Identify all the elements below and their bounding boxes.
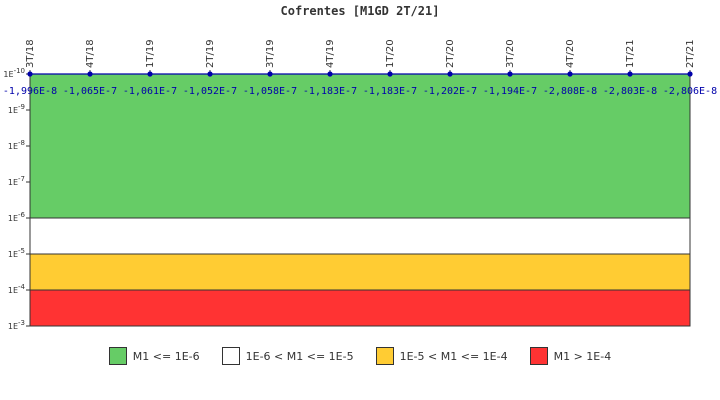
legend-label: M1 <= 1E-6: [132, 349, 200, 363]
data-point: [387, 71, 393, 77]
data-label: -2,806E-8: [663, 86, 717, 97]
legend-swatch: [108, 347, 127, 365]
data-point: [567, 71, 573, 77]
legend-item: 1E-5 < M1 <= 1E-4: [375, 347, 508, 365]
data-label: -1,183E-7: [303, 86, 357, 97]
legend-swatch: [221, 347, 240, 365]
data-label: -1,202E-7: [423, 86, 477, 97]
legend-label: M1 > 1E-4: [553, 349, 612, 363]
data-point: [267, 71, 273, 77]
data-point: [207, 71, 213, 77]
data-point: [687, 71, 693, 77]
legend: M1 <= 1E-6 1E-6 < M1 <= 1E-5 1E-5 < M1 <= …: [0, 345, 720, 367]
data-label: -1,194E-7: [483, 86, 537, 97]
x-tick-label: 2T/19: [205, 39, 216, 68]
x-tick-label: 4T/19: [325, 39, 336, 68]
y-tick-label: 1E-4: [8, 283, 26, 295]
data-label: -1,065E-7: [63, 86, 117, 97]
x-tick-label: 2T/20: [445, 39, 456, 68]
x-tick-label: 2T/21: [685, 39, 696, 68]
x-tick-label: 1T/20: [385, 39, 396, 68]
data-point: [27, 71, 33, 77]
y-tick-label: 1E-7: [8, 175, 25, 187]
y-tick-label: 1E-8: [8, 139, 25, 151]
data-series: [27, 71, 693, 77]
data-point: [147, 71, 153, 77]
y-tick-label: 1E-9: [8, 103, 25, 115]
band-0: [29, 73, 691, 219]
data-point: [507, 71, 513, 77]
y-tick-label: 1E-6: [8, 211, 26, 223]
chart-title: Cofrentes [M1GD 2T/21]: [281, 4, 440, 18]
data-label: -1,183E-7: [363, 86, 417, 97]
x-tick-label: 1T/19: [145, 39, 156, 68]
band-3: [29, 289, 691, 327]
x-tick-label: 1T/21: [625, 39, 636, 68]
risk-bands: [29, 73, 691, 327]
data-label: -2,803E-8: [603, 86, 657, 97]
data-point: [327, 71, 333, 77]
data-label: -1,052E-7: [183, 86, 237, 97]
legend-swatch: [375, 347, 394, 365]
x-tick-label: 3T/19: [265, 39, 276, 68]
legend-item: M1 <= 1E-6: [108, 347, 200, 365]
y-tick-label: 1E-10: [3, 67, 25, 79]
y-tick-label: 1E-5: [8, 247, 25, 259]
data-label: -2,808E-8: [543, 86, 597, 97]
data-point: [87, 71, 93, 77]
data-label: -1,058E-7: [243, 86, 297, 97]
x-tick-label: 4T/20: [565, 39, 576, 68]
data-labels: -1,996E-8 -1,065E-7 -1,061E-7 -1,052E-7 -1,0…: [3, 86, 717, 97]
legend-label: 1E-6 < M1 <= 1E-5: [245, 349, 354, 363]
legend-swatch: [529, 347, 548, 365]
band-1: [29, 217, 691, 255]
data-label: -1,061E-7: [123, 86, 177, 97]
legend-item: 1E-6 < M1 <= 1E-5: [221, 347, 354, 365]
data-point: [627, 71, 633, 77]
x-tick-label: 4T/18: [85, 39, 96, 68]
y-tick-label: 1E-3: [8, 319, 25, 331]
legend-item: M1 > 1E-4: [529, 347, 612, 365]
x-tick-label: 3T/18: [25, 39, 36, 68]
band-2: [29, 253, 691, 291]
data-point: [447, 71, 453, 77]
x-tick-label: 3T/20: [505, 39, 516, 68]
legend-label: 1E-5 < M1 <= 1E-4: [399, 349, 508, 363]
data-label: -1,996E-8: [3, 86, 57, 97]
